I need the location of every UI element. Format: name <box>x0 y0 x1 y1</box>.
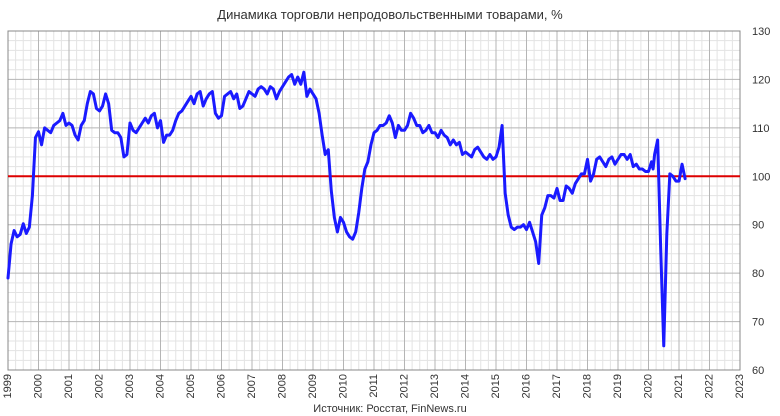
chart-title: Динамика торговли непродовольственными т… <box>217 7 563 22</box>
y-tick-label: 100 <box>752 171 770 183</box>
x-tick-label: 2009 <box>307 374 319 398</box>
series-line <box>6 70 687 348</box>
plot-frame <box>7 30 741 371</box>
x-tick-label: 2000 <box>32 374 44 398</box>
x-tick-label: 2022 <box>703 374 715 398</box>
x-tick-label: 2012 <box>398 374 410 398</box>
x-tick-label: 2007 <box>246 374 258 398</box>
x-tick-label: 2006 <box>215 374 227 398</box>
y-tick-label: 120 <box>752 74 770 86</box>
y-tick-label: 80 <box>752 268 764 280</box>
x-tick-label: 2015 <box>490 374 502 398</box>
x-tick-label: 2016 <box>520 374 532 398</box>
x-tick-label: 2021 <box>673 374 685 398</box>
y-axis-tick-labels: 60 70 80 90 100 110 120 130 <box>752 26 770 377</box>
x-tick-label: 2020 <box>642 374 654 398</box>
y-tick-label: 110 <box>752 123 770 135</box>
x-tick-label: 2003 <box>124 374 136 398</box>
y-tick-label: 130 <box>752 26 770 38</box>
x-tick-label: 2005 <box>185 374 197 398</box>
x-tick-label: 2019 <box>612 374 624 398</box>
x-tick-label: 2013 <box>429 374 441 398</box>
x-tick-label: 2010 <box>337 374 349 398</box>
x-tick-label: 2011 <box>368 374 380 398</box>
x-tick-label: 2004 <box>154 374 166 398</box>
chart-source: Источник: Росстат, FinNews.ru <box>313 403 466 415</box>
x-axis-tick-labels: 1999 2000 2001 2002 2003 2004 2005 2006 2007 2008… <box>2 374 746 398</box>
x-tick-label: 2023 <box>734 374 746 398</box>
x-tick-label: 2001 <box>63 374 75 398</box>
y-tick-label: 90 <box>752 220 764 232</box>
major-grid <box>7 30 741 371</box>
x-tick-label: 2002 <box>93 374 105 398</box>
x-tick-label: 2008 <box>276 374 288 398</box>
y-tick-label: 60 <box>752 365 764 377</box>
x-tick-label: 2018 <box>581 374 593 398</box>
x-tick-label: 2017 <box>551 374 563 398</box>
y-tick-label: 70 <box>752 317 764 329</box>
x-tick-label: 1999 <box>2 374 14 398</box>
series-layer <box>6 70 687 348</box>
x-tick-label: 2014 <box>459 374 471 398</box>
